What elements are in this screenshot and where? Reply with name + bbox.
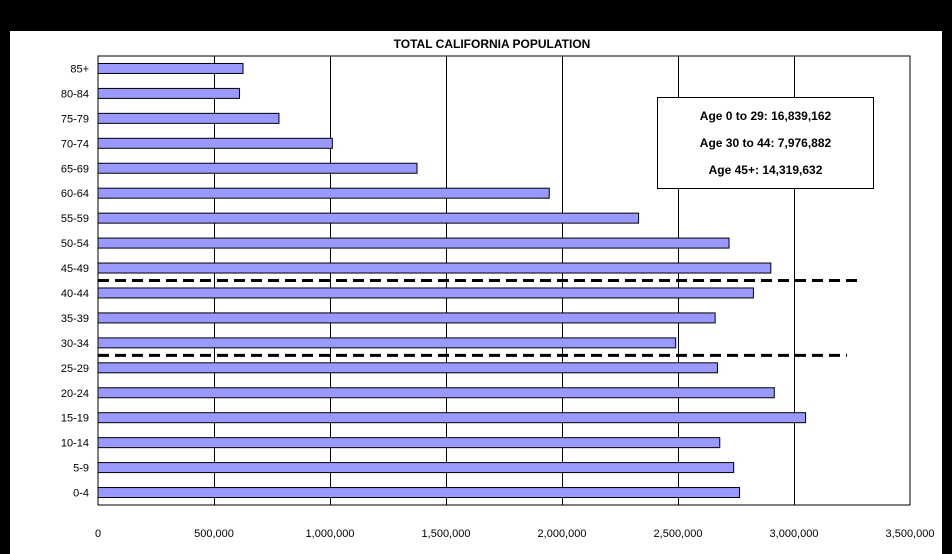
age-0-29-total: Age 0 to 29: 16,839,162 [699,108,832,123]
chart-title: TOTAL CALIFORNIA POPULATION [394,37,591,51]
chart-panel: TOTAL CALIFORNIA POPULATION 0-4 5-9 10-14 1… [10,31,942,554]
population-chart: TOTAL CALIFORNIA POPULATION 0-4 5-9 10-14 1… [61,37,935,540]
x-tick-label: 2,500,000 [654,528,703,540]
category-label: 50-54 [61,238,89,250]
category-label: 60-64 [61,188,89,200]
bar [97,437,721,449]
x-tick-label: 0 [95,528,101,540]
category-label: 0-4 [73,488,89,500]
x-tick-label: 1,500,000 [422,528,471,540]
bar [97,487,740,499]
bar [97,87,241,99]
bar [97,162,418,174]
bar [97,287,754,299]
bars [97,62,807,499]
x-tick-labels: 0 500,000 1,000,000 1,500,000 2,000,000 2,500… [95,528,935,540]
bar [97,112,280,124]
bar [97,312,716,324]
category-label: 20-24 [61,388,89,400]
category-label: 55-59 [61,213,89,225]
category-label: 70-74 [61,138,89,150]
x-tick-label: 1,000,000 [306,528,355,540]
bar [97,237,730,249]
bar [97,212,640,224]
bar [97,137,333,149]
bar [97,387,775,399]
x-tick-label: 3,500,000 [886,528,935,540]
bar [97,462,735,474]
category-label: 40-44 [61,288,89,300]
category-label: 15-19 [61,413,89,425]
age-30-44-total: Age 30 to 44: 7,976,882 [699,135,832,150]
x-tick-label: 500,000 [194,528,234,540]
bar [97,362,718,374]
bar [97,62,244,74]
bar [97,187,550,199]
category-label: 30-34 [61,338,89,350]
category-labels: 0-4 5-9 10-14 15-19 20-24 25-29 30-34 35-39 40-4… [61,63,89,499]
category-label: 75-79 [61,113,89,125]
category-label: 65-69 [61,163,89,175]
age-summary-box: Age 0 to 29: 16,839,162 Age 30 to 44: 7,… [657,97,874,189]
category-label: 35-39 [61,313,89,325]
bar [97,262,772,274]
age-45-plus-total: Age 45+: 14,319,632 [708,163,823,178]
category-label: 5-9 [73,463,89,475]
category-label: 85+ [70,63,89,75]
age-group-dividers [98,279,861,357]
category-label: 10-14 [61,438,89,450]
bar [97,337,677,349]
category-label: 25-29 [61,363,89,375]
x-tick-label: 3,000,000 [770,528,819,540]
category-label: 45-49 [61,263,89,275]
bar [97,412,807,424]
category-label: 80-84 [61,88,89,100]
x-tick-label: 2,000,000 [538,528,587,540]
